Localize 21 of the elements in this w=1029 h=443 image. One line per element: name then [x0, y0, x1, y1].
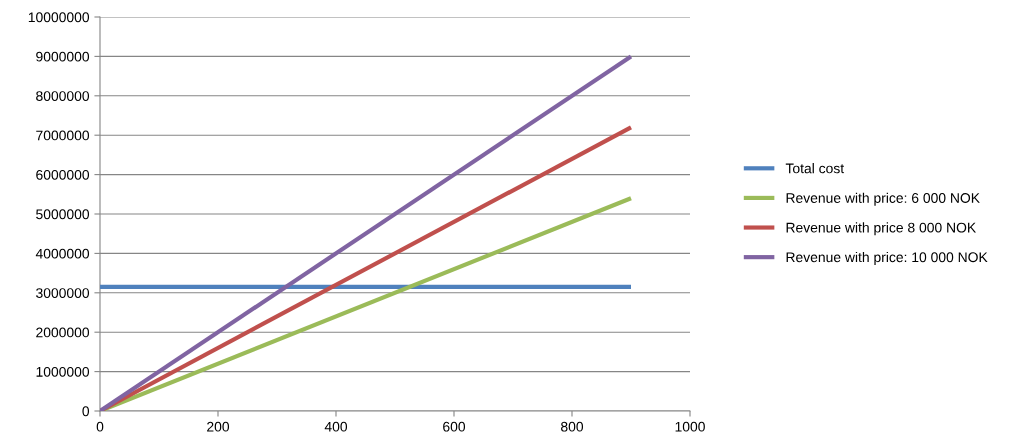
y-tick-label: 2000000: [36, 327, 90, 338]
legend-label: Revenue with price: 6 000 NOK: [786, 192, 980, 206]
y-tick-label: 6000000: [36, 169, 90, 180]
y-tick-label: 1000000: [36, 366, 90, 377]
y-tick-label: 3000000: [36, 288, 90, 298]
legend-label: Revenue with price: 10 000 NOK: [786, 251, 988, 265]
y-tick-label: 7000000: [36, 130, 90, 141]
x-tick-label: 400: [324, 421, 348, 432]
x-tick-label: 200: [207, 421, 230, 432]
x-tick-label: 0: [96, 421, 104, 432]
x-tick-label: 600: [443, 421, 466, 432]
y-tick-label: 5000000: [36, 209, 90, 220]
y-tick-label: 4000000: [35, 248, 90, 259]
x-tick-label: 1000: [675, 421, 705, 432]
y-tick-label: 10000000: [28, 12, 90, 23]
y-tick-label: 8000000: [36, 91, 90, 101]
x-tick-label: 800: [561, 421, 584, 432]
y-tick-label: 0: [82, 406, 90, 417]
legend-label: Total cost: [785, 163, 845, 174]
y-tick-label: 9000000: [36, 51, 90, 62]
legend-label: Revenue with price 8 000 NOK: [786, 222, 976, 236]
